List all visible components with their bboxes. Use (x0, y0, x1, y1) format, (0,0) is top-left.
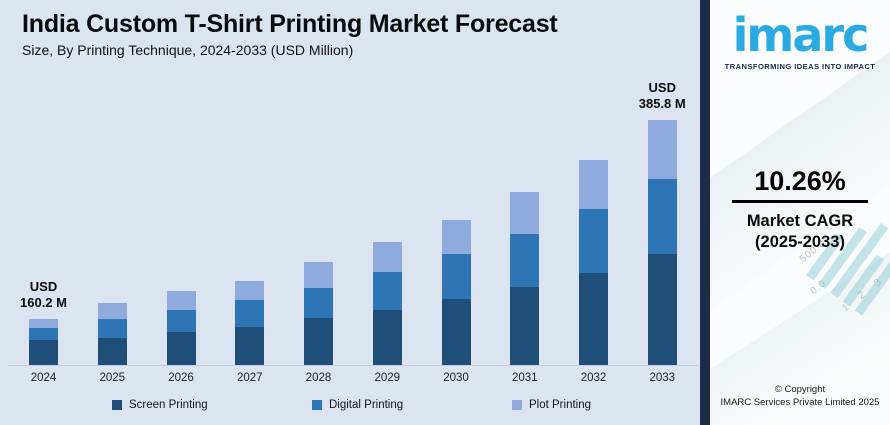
bar-segment-2026-plot-printing (166, 291, 196, 310)
bar-segment-2024-plot-printing (29, 319, 58, 328)
bar-segment-2033-screen-printing (647, 254, 677, 365)
bar-segment-2029-digital-printing (372, 272, 402, 310)
brand-panel: 500.0 0.0 1 2 3 4 imarc TRANSFORMING IDE… (710, 0, 890, 425)
bar-segment-2027-digital-printing (235, 300, 265, 327)
bar-segment-2029-plot-printing (372, 242, 402, 272)
bar-segment-2028-plot-printing (304, 262, 333, 288)
cagr-value: 10.26% (754, 166, 846, 196)
x-axis-label-2031: 2031 (511, 372, 538, 384)
bar-segment-2033-plot-printing (647, 120, 677, 179)
x-axis-line (8, 365, 698, 366)
legend-item-digital-printing: Digital Printing (312, 397, 403, 413)
x-axis-label-2025: 2025 (99, 372, 126, 384)
x-axis-label-2030: 2030 (443, 372, 469, 384)
x-axis-label-2032: 2032 (580, 372, 607, 384)
x-axis-label-2033: 2033 (649, 372, 676, 384)
chart-subtitle: Size, By Printing Technique, 2024-2033 (… (22, 42, 354, 58)
bar-segment-2025-screen-printing (97, 338, 127, 365)
bar-segment-2031-digital-printing (510, 234, 540, 287)
bar-segment-2028-screen-printing (304, 318, 333, 365)
legend-item-screen-printing: Screen Printing (112, 397, 208, 413)
imarc-tagline: TRANSFORMING IDEAS INTO IMPACT (724, 62, 876, 71)
panel-divider (700, 0, 710, 425)
legend-label: Screen Printing (129, 399, 208, 411)
x-axis-label-2024: 2024 (30, 372, 57, 384)
bar-segment-2024-digital-printing (29, 328, 58, 340)
legend-label: Plot Printing (529, 399, 592, 411)
legend-item-plot-printing: Plot Printing (512, 397, 591, 413)
chart-title: India Custom T-Shirt Printing Market For… (22, 10, 558, 38)
bar-segment-2032-digital-printing (579, 209, 608, 273)
bar-segment-2028-digital-printing (304, 288, 333, 318)
total-annotation-2024: USD 160.2 M (20, 279, 67, 310)
legend: Screen Printing Digital Printing Plot Prin… (0, 397, 700, 417)
legend-swatch (512, 400, 522, 410)
bar-segment-2027-screen-printing (235, 327, 265, 365)
bar-segment-2027-plot-printing (235, 281, 265, 300)
x-axis-label-2027: 2027 (236, 372, 263, 384)
x-axis-label-2026: 2026 (168, 372, 194, 384)
copyright-line2: IMARC Services Private Limited 2025 (720, 396, 880, 408)
bar-segment-2032-plot-printing (579, 160, 608, 209)
bar-segment-2031-plot-printing (510, 192, 540, 234)
bar-segment-2029-screen-printing (372, 310, 402, 365)
bar-segment-2031-screen-printing (510, 287, 540, 365)
imarc-logo: imarc (732, 8, 870, 62)
bar-segment-2025-digital-printing (97, 319, 127, 338)
bar-segment-2030-digital-printing (441, 254, 471, 299)
legend-label: Digital Printing (329, 399, 404, 411)
decor-axis-watermark: 0.0 (808, 277, 829, 298)
total-annotation-2033: USD 385.8 M (638, 80, 686, 111)
bar-segment-2026-digital-printing (166, 310, 196, 332)
bars-plot: 2024 2025 2026 2027 2028 2029 2030 2031 2032 2033… (8, 80, 698, 384)
decor-axis-watermark: 1 2 3 4 (840, 261, 890, 315)
chart-section: India Custom T-Shirt Printing Market For… (0, 10, 700, 417)
cagr-range: (2025-2033) (755, 233, 845, 251)
copyright-line1: © Copyright (774, 384, 826, 395)
x-axis-label-2028: 2028 (305, 372, 332, 384)
cagr-label: Market CAGR (746, 212, 854, 230)
bar-segment-2030-screen-printing (441, 299, 471, 365)
bar-segment-2032-screen-printing (579, 273, 608, 365)
bar-segment-2033-digital-printing (647, 179, 677, 254)
cagr-underline (732, 200, 868, 203)
bar-segment-2025-plot-printing (97, 303, 127, 319)
legend-swatch (112, 400, 122, 410)
legend-swatch (312, 400, 322, 410)
copyright: © Copyright IMARC Services Private Limit… (710, 384, 890, 409)
bar-segment-2030-plot-printing (441, 220, 471, 254)
x-axis-label-2029: 2029 (374, 372, 401, 384)
bar-segment-2024-screen-printing (29, 340, 58, 365)
bar-segment-2026-screen-printing (166, 332, 196, 365)
logo-block: imarc TRANSFORMING IDEAS INTO IMPACT (710, 0, 890, 71)
